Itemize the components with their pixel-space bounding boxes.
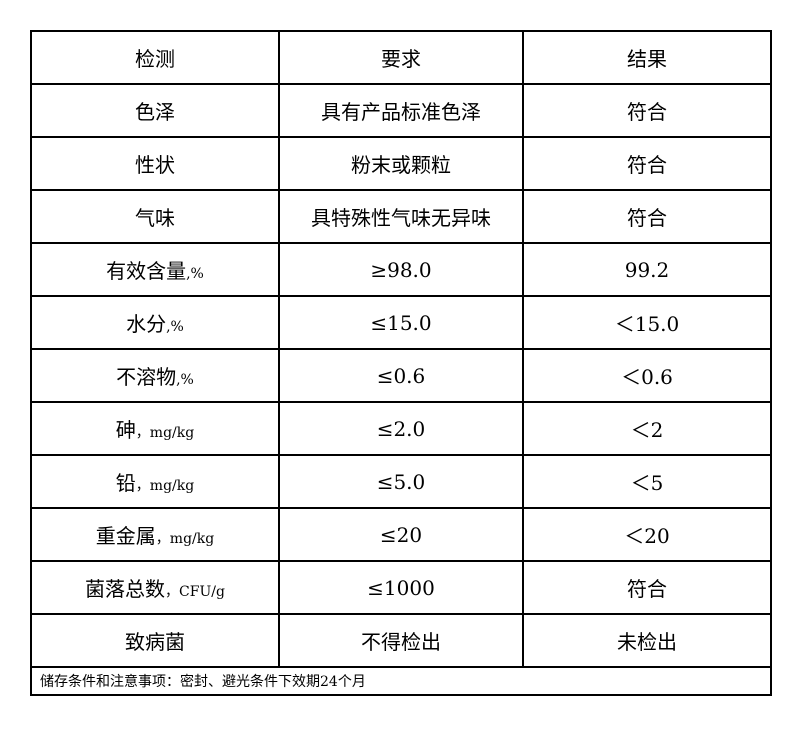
header-result: 结果 xyxy=(522,30,772,85)
test-item-cell: 有效含量,% xyxy=(30,242,280,297)
requirement-cell: ≤1000 xyxy=(278,560,524,615)
result-cell: 符合 xyxy=(522,560,772,615)
test-item-cell: 砷，mg/kg xyxy=(30,401,280,456)
table-row: 不溶物,% ≤0.6 ＜0.6 xyxy=(30,348,772,403)
requirement-cell: ≤5.0 xyxy=(278,454,524,509)
header-row: 检测 要求 结果 xyxy=(30,30,772,85)
test-unit: ，CFU/g xyxy=(165,584,225,600)
test-unit: ,% xyxy=(176,372,194,388)
requirement-cell: 具特殊性气味无异味 xyxy=(278,189,524,244)
test-item: 重金属 xyxy=(95,524,156,548)
table-row: 菌落总数，CFU/g ≤1000 符合 xyxy=(30,560,772,615)
table-row: 砷，mg/kg ≤2.0 ＜2 xyxy=(30,401,772,456)
result-cell: ＜0.6 xyxy=(522,348,772,403)
table-row: 铅，mg/kg ≤5.0 ＜5 xyxy=(30,454,772,509)
table-row: 致病菌 不得检出 未检出 xyxy=(30,613,772,668)
test-item-cell: 性状 xyxy=(30,136,280,191)
test-unit: ,% xyxy=(166,319,184,335)
table-row: 重金属，mg/kg ≤20 ＜20 xyxy=(30,507,772,562)
test-unit: ，mg/kg xyxy=(135,425,195,441)
test-item: 性状 xyxy=(135,153,175,177)
requirement-cell: 不得检出 xyxy=(278,613,524,668)
test-item: 气味 xyxy=(135,206,175,230)
result-cell: 未检出 xyxy=(522,613,772,668)
table-row: 性状 粉末或颗粒 符合 xyxy=(30,136,772,191)
test-item-cell: 菌落总数，CFU/g xyxy=(30,560,280,615)
requirement-cell: ≤20 xyxy=(278,507,524,562)
requirement-cell: ≤0.6 xyxy=(278,348,524,403)
test-item-cell: 铅，mg/kg xyxy=(30,454,280,509)
result-cell: ＜5 xyxy=(522,454,772,509)
test-item: 不溶物 xyxy=(116,365,177,389)
result-cell: ＜15.0 xyxy=(522,295,772,350)
test-item-cell: 致病菌 xyxy=(30,613,280,668)
test-unit: ，mg/kg xyxy=(155,531,215,547)
result-cell: ＜2 xyxy=(522,401,772,456)
footer-row: 储存条件和注意事项：密封、避光条件下效期24个月 xyxy=(30,666,772,696)
table-row: 水分,% ≤15.0 ＜15.0 xyxy=(30,295,772,350)
table-row: 气味 具特殊性气味无异味 符合 xyxy=(30,189,772,244)
test-unit: ,% xyxy=(186,266,204,282)
requirement-cell: 粉末或颗粒 xyxy=(278,136,524,191)
header-test: 检测 xyxy=(30,30,280,85)
requirement-cell: ≥98.0 xyxy=(278,242,524,297)
spec-table: 检测 要求 结果 色泽 具有产品标准色泽 符合 性状 粉末或颗粒 符合 气味 具特殊性气味无异… xyxy=(30,30,772,696)
test-item-cell: 色泽 xyxy=(30,83,280,138)
test-item: 铅 xyxy=(115,471,136,495)
test-item: 菌落总数 xyxy=(85,577,166,601)
test-unit: ，mg/kg xyxy=(135,478,195,494)
header-requirement: 要求 xyxy=(278,30,524,85)
storage-note: 储存条件和注意事项：密封、避光条件下效期24个月 xyxy=(30,666,772,696)
result-cell: ＜20 xyxy=(522,507,772,562)
test-item: 砷 xyxy=(115,418,136,442)
test-item: 致病菌 xyxy=(125,630,185,654)
test-item-cell: 重金属，mg/kg xyxy=(30,507,280,562)
test-item: 有效含量 xyxy=(106,259,187,283)
table-row: 色泽 具有产品标准色泽 符合 xyxy=(30,83,772,138)
result-cell: 符合 xyxy=(522,136,772,191)
result-cell: 符合 xyxy=(522,189,772,244)
requirement-cell: ≤2.0 xyxy=(278,401,524,456)
requirement-cell: ≤15.0 xyxy=(278,295,524,350)
table-row: 有效含量,% ≥98.0 99.2 xyxy=(30,242,772,297)
test-item-cell: 不溶物,% xyxy=(30,348,280,403)
test-item: 色泽 xyxy=(135,100,175,124)
requirement-cell: 具有产品标准色泽 xyxy=(278,83,524,138)
test-item-cell: 水分,% xyxy=(30,295,280,350)
result-cell: 符合 xyxy=(522,83,772,138)
test-item: 水分 xyxy=(126,312,167,336)
result-cell: 99.2 xyxy=(522,242,772,297)
test-item-cell: 气味 xyxy=(30,189,280,244)
